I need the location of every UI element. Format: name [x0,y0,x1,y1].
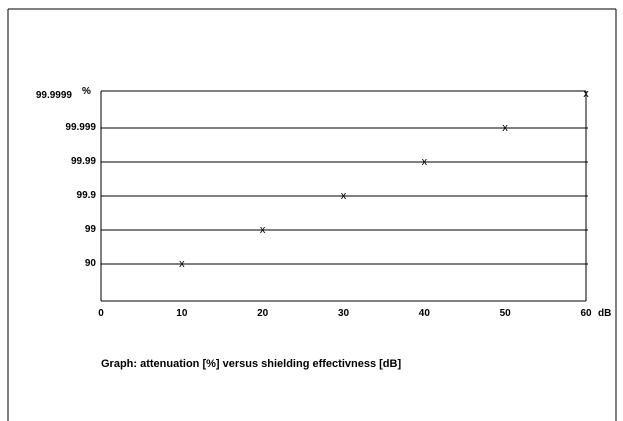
y-unit-label: % [82,86,91,97]
x-tick-label: 10 [176,308,188,319]
data-point: x [179,258,185,270]
x-tick-label: 0 [98,308,104,319]
data-point: x [502,122,508,134]
x-tick-label: 50 [500,308,512,319]
chart-caption: Graph: attenuation [%] versus shielding … [101,358,402,370]
y-tick-label: 99.99 [71,156,96,167]
data-point: x [583,88,589,100]
data-point: x [341,190,347,202]
y-tick-label: 99.9 [77,190,97,201]
x-tick-label: 20 [257,308,269,319]
x-tick-labels: 0 10 20 30 40 50 60 [98,308,592,319]
data-point: x [422,156,428,168]
axes [100,90,587,302]
data-points: x x x x x x [179,88,589,270]
grid-lines [101,127,588,265]
y-tick-labels: 90 99 99.9 99.99 99.999 99.9999 [36,90,97,269]
y-tick-label: 99.9999 [36,90,73,101]
x-tick-label: 40 [419,308,431,319]
data-point: x [260,224,266,236]
y-tick-label: 99.999 [65,122,96,133]
x-tick-label: 60 [580,308,592,319]
unit-labels: % dB [82,86,611,319]
x-unit-label: dB [598,308,611,319]
x-tick-label: 30 [338,308,350,319]
y-tick-label: 90 [85,258,97,269]
y-tick-label: 99 [85,224,97,235]
